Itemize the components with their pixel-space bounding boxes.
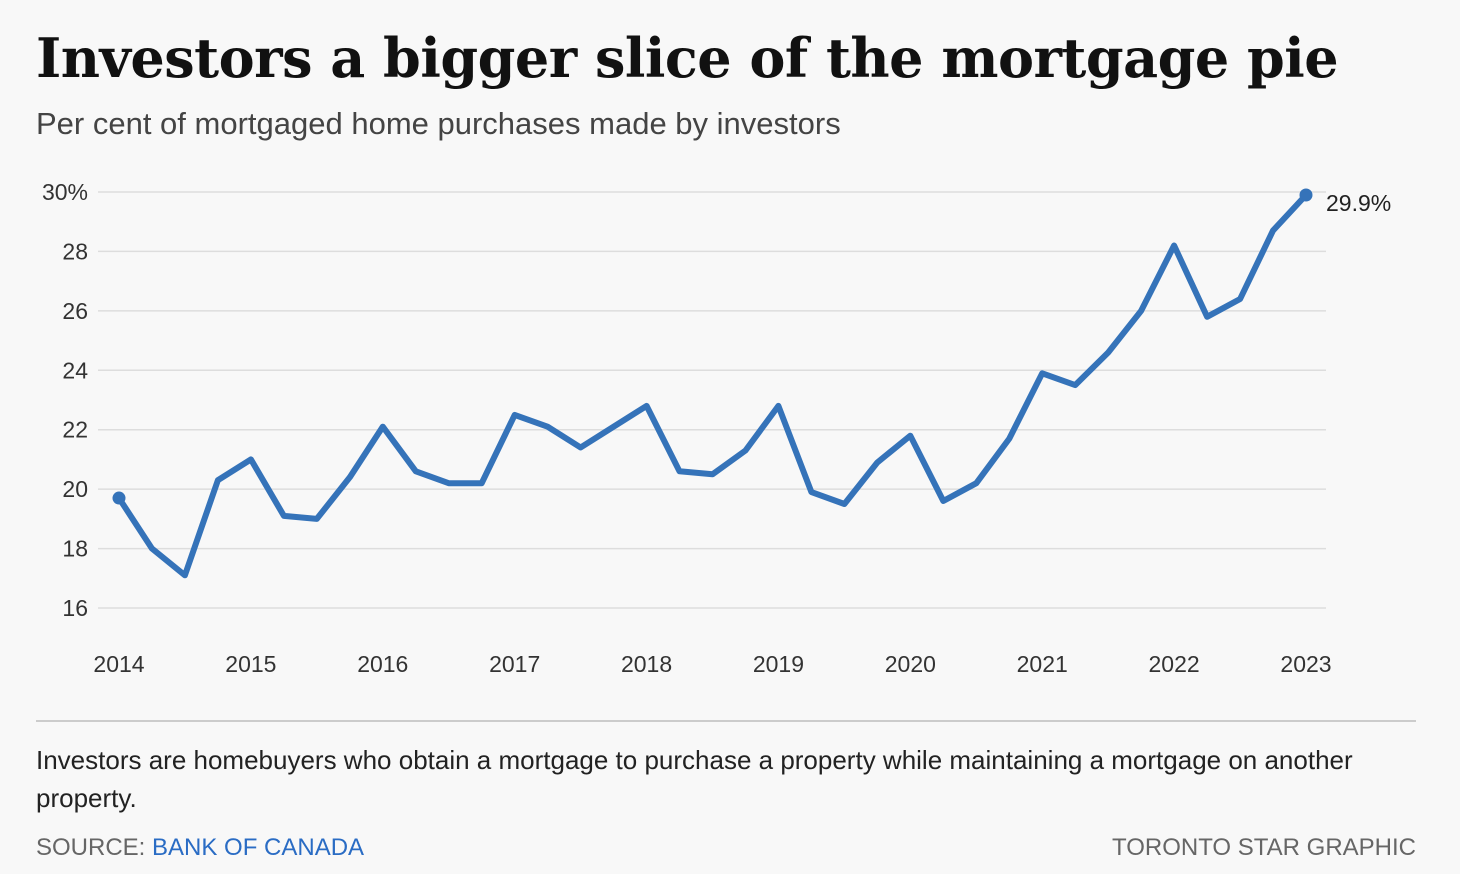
source-link[interactable]: BANK OF CANADA <box>152 834 365 861</box>
source-line: SOURCE: BANK OF CANADA <box>36 833 364 863</box>
x-tick-label: 2015 <box>225 651 276 677</box>
end-point-marker <box>1299 188 1313 202</box>
y-tick-label: 22 <box>62 417 88 443</box>
x-axis: 2014 2015 2016 2017 2018 2019 2020 2021 2022 2023 <box>93 651 1331 677</box>
graphic-credit: TORONTO STAR GRAPHIC <box>1111 834 1416 861</box>
series-investor-share <box>116 192 1309 579</box>
x-tick-label: 2021 <box>1017 651 1068 677</box>
end-value-label: 29.9% <box>1326 190 1391 216</box>
y-tick-label: 16 <box>62 595 88 621</box>
x-tick-label: 2018 <box>621 651 672 677</box>
source-label: SOURCE: <box>36 834 153 861</box>
x-tick-label: 2016 <box>357 651 408 677</box>
end-markers: 29.9% <box>112 188 1391 505</box>
y-axis: 16 18 20 22 24 26 28 30% <box>42 179 88 621</box>
gridlines <box>98 191 1326 609</box>
y-tick-label: 26 <box>62 298 88 324</box>
x-tick-label: 2019 <box>753 651 804 677</box>
x-tick-label: 2017 <box>489 651 540 677</box>
x-tick-label: 2014 <box>93 651 144 677</box>
y-tick-label: 30% <box>42 179 88 205</box>
chart-subtitle: Per cent of mortgaged home purchases mad… <box>36 106 841 141</box>
y-tick-label: 20 <box>62 476 88 502</box>
y-tick-label: 24 <box>62 357 88 383</box>
chart-title: Investors a bigger slice of the mortgage… <box>36 26 1339 90</box>
series-line <box>116 192 1309 579</box>
x-tick-label: 2020 <box>885 651 936 677</box>
footnote: Investors are homebuyers who obtain a mo… <box>36 745 1353 813</box>
y-tick-label: 28 <box>62 238 88 264</box>
start-point-marker <box>112 491 126 505</box>
divider-line <box>36 720 1416 722</box>
y-tick-label: 18 <box>62 536 88 562</box>
x-tick-label: 2022 <box>1149 651 1200 677</box>
x-tick-label: 2023 <box>1280 651 1331 677</box>
